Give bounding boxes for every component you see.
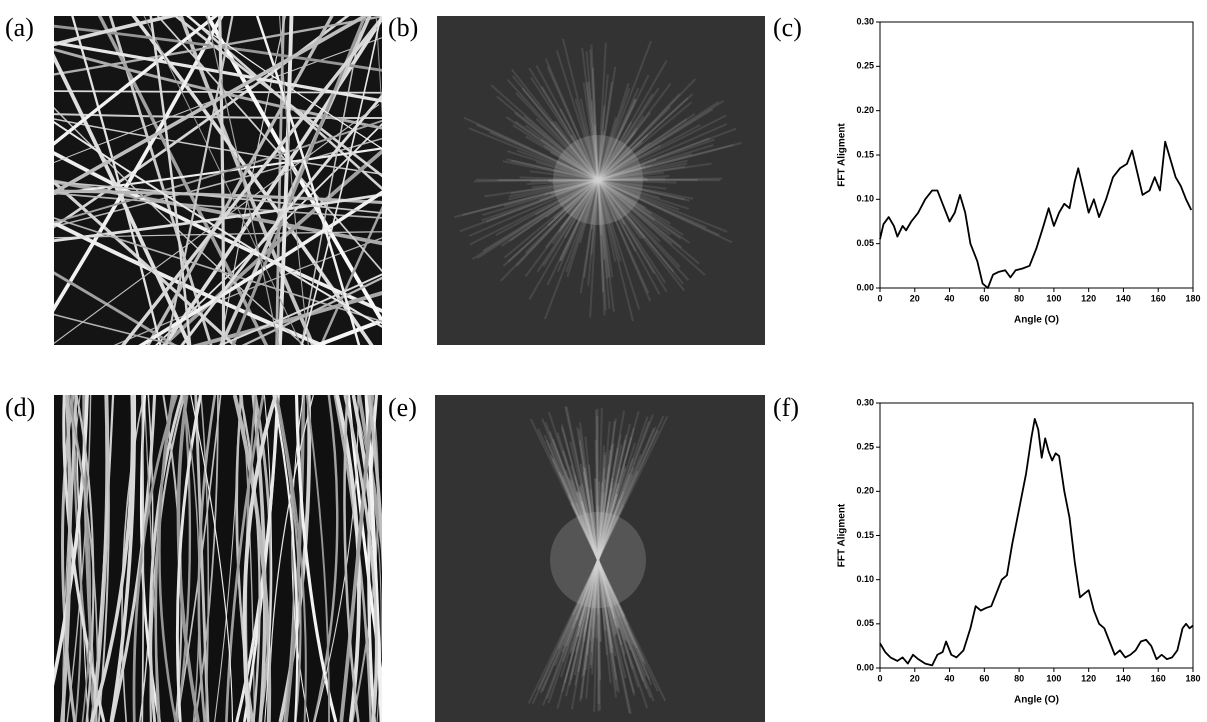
x-tick-label: 160 xyxy=(1151,293,1166,303)
x-tick-label: 0 xyxy=(877,293,882,303)
fft-center xyxy=(553,135,643,225)
data-line xyxy=(880,419,1193,665)
x-tick-label: 80 xyxy=(1014,293,1024,303)
x-tick-label: 80 xyxy=(1014,673,1024,683)
y-tick-label: 0.20 xyxy=(856,486,874,496)
x-tick-label: 120 xyxy=(1081,673,1096,683)
x-axis-label: Angle (O) xyxy=(1014,315,1059,326)
y-tick-label: 0.30 xyxy=(856,397,874,407)
x-axis-label: Angle (O) xyxy=(1014,695,1059,706)
y-axis-label: FFT Aligment xyxy=(837,503,848,567)
x-tick-label: 140 xyxy=(1116,673,1131,683)
panel-label: (b) xyxy=(388,13,418,42)
y-tick-label: 0.25 xyxy=(856,61,874,71)
y-tick-label: 0.15 xyxy=(856,149,874,159)
y-tick-label: 0.25 xyxy=(856,442,874,452)
y-tick-label: 0.30 xyxy=(856,16,874,26)
panel-label: (c) xyxy=(773,13,802,42)
figure: (a) (b) (c) (d) (e) (f) 0.00 0.05 0.10 0.15… xyxy=(0,0,1207,722)
y-tick-label: 0.00 xyxy=(856,662,874,672)
x-tick-label: 40 xyxy=(945,673,955,683)
x-tick-label: 120 xyxy=(1081,293,1096,303)
fft-center xyxy=(550,512,646,608)
y-tick-label: 0.10 xyxy=(856,194,874,204)
y-tick-label: 0.00 xyxy=(856,282,874,292)
x-tick-label: 180 xyxy=(1185,673,1200,683)
y-axis-label: FFT Aligment xyxy=(837,123,848,187)
x-tick-label: 160 xyxy=(1151,673,1166,683)
panel-label: (f) xyxy=(773,393,799,422)
panel-label: (a) xyxy=(5,13,34,42)
x-tick-label: 20 xyxy=(910,293,920,303)
x-tick-label: 60 xyxy=(979,293,989,303)
data-line xyxy=(880,142,1191,288)
plot-frame xyxy=(880,403,1193,668)
x-tick-label: 40 xyxy=(945,293,955,303)
y-tick-label: 0.05 xyxy=(856,238,874,248)
panel-label: (d) xyxy=(5,393,35,422)
y-tick-label: 0.20 xyxy=(856,105,874,115)
x-tick-label: 100 xyxy=(1046,293,1061,303)
x-tick-label: 0 xyxy=(877,673,882,683)
x-tick-label: 100 xyxy=(1046,673,1061,683)
panel-label: (e) xyxy=(388,393,417,422)
y-tick-label: 0.15 xyxy=(856,530,874,540)
x-tick-label: 180 xyxy=(1185,293,1200,303)
y-tick-label: 0.05 xyxy=(856,618,874,628)
x-tick-label: 20 xyxy=(910,673,920,683)
x-tick-label: 60 xyxy=(979,673,989,683)
y-tick-label: 0.10 xyxy=(856,574,874,584)
x-tick-label: 140 xyxy=(1116,293,1131,303)
